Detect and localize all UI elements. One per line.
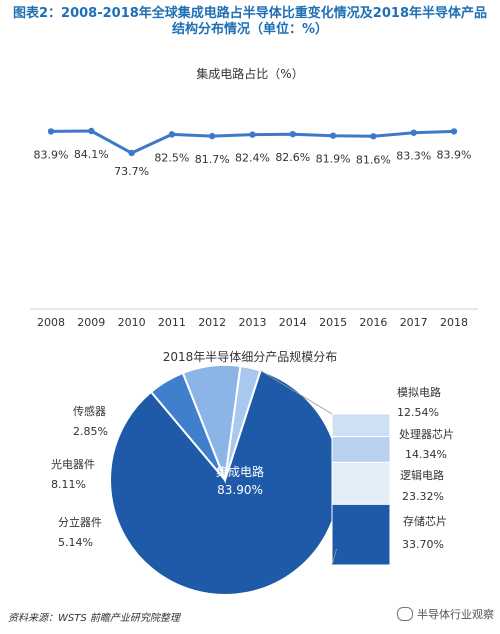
x-tick-label: 2012 — [198, 316, 226, 329]
data-label: 82.4% — [235, 152, 270, 165]
wechat-icon — [397, 607, 413, 621]
source-note: 资料来源：WSTS 前瞻产业研究院整理 — [8, 613, 180, 624]
breakdown-segment — [331, 503, 391, 566]
data-label: 82.6% — [275, 151, 310, 164]
connector-line — [331, 548, 337, 566]
breakdown-label-value: 23.32% — [402, 490, 444, 503]
line-point — [329, 132, 337, 139]
data-label: 84.1% — [74, 148, 109, 161]
line-point — [289, 130, 296, 138]
x-tick-label: 2018 — [440, 316, 468, 329]
line-point — [249, 131, 256, 138]
line-point — [128, 149, 135, 157]
x-tick-label: 2013 — [239, 316, 267, 329]
watermark-text: 半导体行业观察 — [417, 608, 494, 621]
pie-label-name: 集成电路 — [216, 464, 264, 479]
x-tick-label: 2011 — [158, 316, 186, 329]
line-point — [168, 131, 176, 138]
pie-label-value: 2.85% — [73, 425, 108, 438]
breakdown-segment — [331, 413, 391, 438]
pie-label-name: 传感器 — [73, 405, 106, 418]
data-label: 83.9% — [34, 148, 69, 161]
pie-label-name: 光电器件 — [51, 457, 95, 471]
pie-label-name: 分立器件 — [58, 515, 102, 529]
x-tick-label: 2009 — [77, 316, 105, 329]
data-label: 81.9% — [316, 153, 351, 166]
line-point — [370, 133, 377, 140]
pie-chart-title: 2018年半导体细分产品规模分布 — [162, 350, 338, 364]
data-label: 81.7% — [195, 153, 230, 166]
pie-label-value: 5.14% — [58, 536, 93, 549]
line-point — [88, 127, 95, 135]
x-tick-label: 2014 — [279, 316, 307, 329]
pie-label-value: 8.11% — [51, 478, 86, 491]
x-tick-label: 2017 — [400, 316, 428, 329]
data-label: 82.5% — [154, 151, 189, 164]
x-tick-label: 2008 — [37, 316, 65, 329]
x-tick-label: 2015 — [319, 316, 347, 329]
data-label: 83.3% — [396, 150, 431, 163]
breakdown-label-value: 14.34% — [405, 448, 447, 461]
watermark: 半导体行业观察 — [397, 606, 494, 622]
breakdown-label-name: 存储芯片 — [403, 514, 447, 528]
line-chart-title: 集成电路占比（%） — [196, 67, 304, 81]
line-point — [209, 132, 216, 140]
pie-slice — [224, 364, 262, 481]
line-point — [450, 128, 458, 135]
connector-line — [260, 370, 333, 415]
breakdown-segment — [331, 436, 391, 463]
pie-label-value: 83.90% — [217, 483, 263, 497]
chart-title: 图表2：2008-2018年全球集成电路占半导体比重变化情况及2018年半导体产… — [13, 6, 487, 37]
breakdown-label-value: 12.54% — [397, 406, 439, 419]
x-tick-label: 2010 — [118, 316, 146, 329]
breakdown-label-value: 33.70% — [402, 538, 444, 551]
breakdown-label-name: 模拟电路 — [397, 385, 441, 399]
line-point — [410, 129, 417, 136]
line-point — [47, 128, 55, 135]
data-label: 83.9% — [437, 148, 472, 161]
breakdown-label-name: 逻辑电路 — [400, 468, 444, 482]
breakdown-segment — [331, 461, 391, 505]
breakdown-label-name: 处理器芯片 — [399, 427, 454, 441]
data-label: 73.7% — [114, 165, 149, 178]
x-tick-label: 2016 — [359, 316, 387, 329]
data-label: 81.6% — [356, 153, 391, 166]
